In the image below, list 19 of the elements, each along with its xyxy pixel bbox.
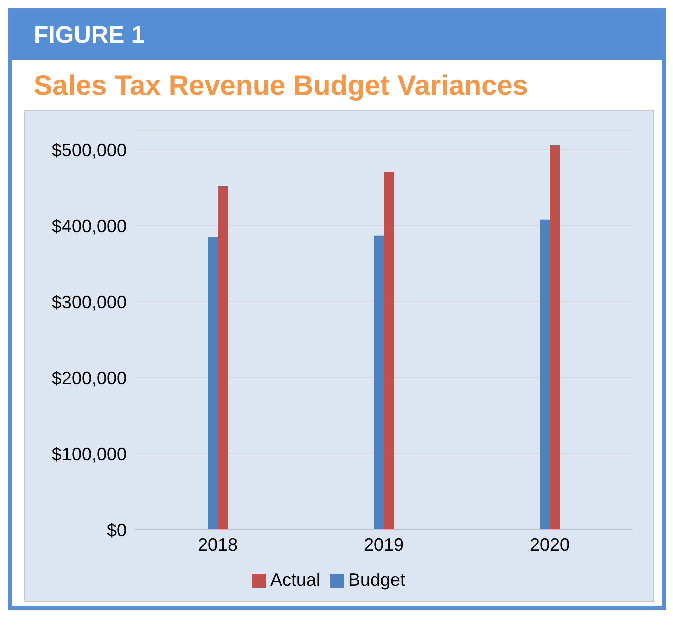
x-tick-label: 2019	[364, 534, 404, 555]
legend-label: Budget	[348, 570, 406, 590]
y-tick-label: $200,000	[52, 368, 127, 388]
bar	[218, 186, 228, 530]
bar	[540, 220, 550, 530]
y-tick-label: $500,000	[52, 140, 127, 160]
y-tick-label: $100,000	[52, 444, 127, 464]
chart-title: FIGURE 1	[12, 12, 662, 60]
legend-label: Actual	[270, 570, 320, 590]
x-tick-label: 2020	[530, 534, 570, 555]
y-tick-label: $300,000	[52, 292, 127, 312]
y-tick-label: $0	[106, 520, 127, 540]
bar	[384, 172, 394, 530]
chart-subtitle: Sales Tax Revenue Budget Variances	[33, 69, 530, 103]
x-tick-label: 2018	[198, 534, 238, 555]
y-tick-label: $400,000	[52, 216, 127, 236]
bar	[208, 237, 218, 530]
bar	[550, 145, 560, 530]
bar	[374, 236, 384, 530]
